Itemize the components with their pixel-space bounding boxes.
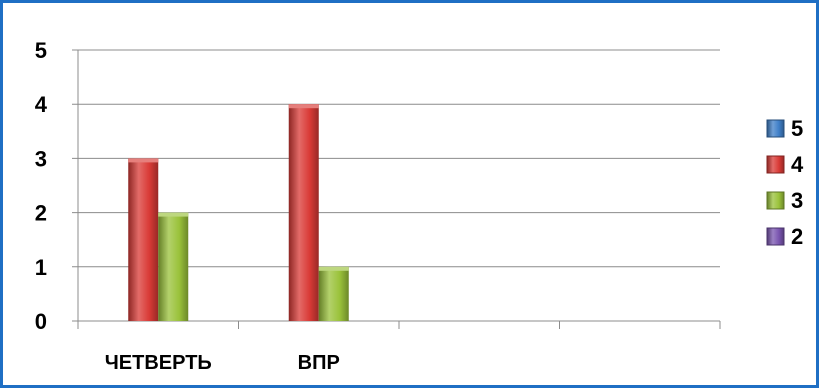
bar-cap — [318, 266, 349, 271]
legend-label: 4 — [791, 152, 804, 177]
bar-3-ЧЕТВЕРТЬ — [158, 212, 189, 321]
legend-swatch — [766, 119, 785, 138]
y-tick-labels: 0 1 2 3 4 5 — [35, 38, 48, 334]
bars — [128, 104, 349, 321]
y-tick-label: 2 — [35, 201, 47, 226]
bar-cap — [288, 104, 319, 109]
legend-label: 5 — [791, 116, 803, 141]
bar-cap — [158, 212, 189, 217]
legend-label: 2 — [791, 224, 803, 249]
legend: 5 4 3 2 — [766, 116, 804, 249]
y-tick-label: 1 — [35, 255, 47, 280]
y-tick-label: 3 — [35, 146, 47, 171]
chart-canvas: 0 1 2 3 4 5 ЧЕТВЕРТЬ ВПР 5 4 3 2 — [35, 38, 804, 374]
bar-4-ВПР — [288, 104, 319, 321]
legend-swatch — [766, 155, 785, 174]
x-tick-label: ВПР — [298, 352, 340, 374]
bar-4-ЧЕТВЕРТЬ — [128, 158, 159, 321]
bar-cap — [128, 158, 159, 163]
x-tick-label: ЧЕТВЕРТЬ — [105, 352, 212, 374]
y-tick-label: 4 — [35, 92, 48, 117]
axes — [77, 50, 721, 329]
y-tick-label: 5 — [35, 38, 47, 63]
legend-label: 3 — [791, 188, 803, 213]
legend-swatch — [766, 227, 785, 246]
legend-swatch — [766, 191, 785, 210]
x-tick-labels: ЧЕТВЕРТЬ ВПР — [105, 352, 340, 374]
y-tick-label: 0 — [35, 309, 47, 334]
bar-3-ВПР — [318, 266, 349, 321]
